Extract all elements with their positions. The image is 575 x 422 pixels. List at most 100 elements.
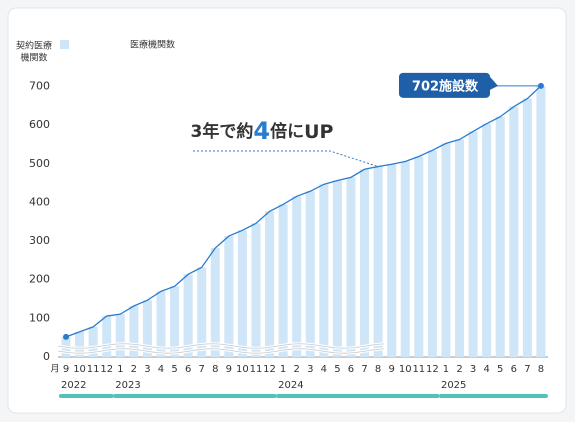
legend-label: 医療機関数 (130, 39, 175, 51)
x-tick-label: 10 (73, 364, 86, 375)
x-tick-label: 11 (250, 364, 263, 375)
bar (224, 236, 234, 357)
axis-break (57, 348, 385, 354)
x-tick-label: 4 (483, 364, 489, 375)
x-tick-label: 2 (294, 364, 300, 375)
x-tick-label: 3 (307, 364, 313, 375)
x-tick-label: 7 (361, 364, 367, 375)
x-tick-label: 6 (348, 364, 354, 375)
x-tick-label: 11 (87, 364, 100, 375)
bar (305, 191, 315, 357)
bar (400, 161, 410, 357)
bar (455, 139, 465, 357)
y-tick-label: 300 (29, 234, 50, 247)
x-tick-label: 1 (443, 364, 449, 375)
year-label: 2022 (61, 380, 86, 391)
bar (183, 274, 193, 357)
x-tick-label: 7 (524, 364, 530, 375)
bar (495, 116, 505, 357)
y-tick-label: 600 (29, 118, 50, 131)
year-bar (113, 394, 277, 398)
y-axis-label: 契約医療 (16, 40, 52, 52)
bar (265, 211, 275, 357)
x-tick-label: 8 (212, 364, 218, 375)
callout-part: UP (304, 121, 333, 143)
axis-break (57, 343, 385, 349)
x-tick-label: 5 (171, 364, 177, 375)
bar (237, 230, 247, 357)
y-tick-label: 400 (29, 195, 50, 208)
bar (346, 177, 356, 357)
bar (129, 306, 139, 357)
x-tick-label: 9 (226, 364, 232, 375)
x-tick-label: 12 (426, 364, 439, 375)
bar (210, 248, 220, 357)
y-tick-label: 500 (29, 157, 50, 170)
bar (278, 204, 288, 357)
bar (332, 180, 342, 357)
bar (441, 143, 451, 357)
x-tick-label: 2 (456, 364, 462, 375)
y-tick-label: 100 (29, 311, 50, 324)
bar (536, 85, 546, 357)
callout: 3年で約4倍にUP (191, 117, 334, 145)
bar (319, 184, 329, 357)
end-label-box (399, 72, 498, 98)
bar (522, 98, 532, 357)
bar (387, 164, 397, 357)
bar (360, 169, 370, 357)
y-tick-label: 200 (29, 273, 50, 286)
bar (292, 196, 302, 357)
x-tick-label: 2 (131, 364, 137, 375)
year-label: 2023 (115, 380, 140, 391)
bar (156, 291, 166, 357)
year-label: 2024 (278, 380, 303, 391)
bar (251, 223, 261, 357)
y-tick-label: 700 (29, 80, 50, 93)
x-tick-label: 10 (236, 364, 249, 375)
x-tick-label: 3 (470, 364, 476, 375)
x-tick-label: 3 (144, 364, 150, 375)
x-tick-label: 9 (63, 364, 69, 375)
bar (468, 131, 478, 357)
bar (414, 156, 424, 357)
year-bar (438, 394, 548, 398)
bar (509, 106, 519, 357)
point (63, 333, 69, 340)
x-tick-label: 4 (158, 364, 164, 375)
month-label: 月 (50, 364, 59, 375)
year-bar (59, 394, 114, 398)
bar (170, 286, 180, 357)
end-label: 702施設数 (412, 78, 479, 94)
legend-swatch (60, 40, 69, 49)
x-tick-label: 7 (199, 364, 205, 375)
x-tick-label: 5 (497, 364, 503, 375)
bar (427, 150, 437, 357)
bar (88, 326, 98, 357)
callout-part: 4 (253, 117, 270, 145)
bar (142, 300, 152, 357)
bar (75, 331, 85, 357)
callout-line (193, 150, 379, 168)
bar (102, 316, 112, 357)
bar (197, 267, 207, 357)
x-tick-label: 1 (117, 364, 123, 375)
y-axis-label: 機関数 (20, 52, 47, 64)
x-tick-label: 11 (412, 364, 425, 375)
x-tick-label: 6 (511, 364, 517, 375)
x-tick-label: 8 (375, 364, 381, 375)
x-tick-label: 12 (263, 364, 276, 375)
line (65, 85, 542, 338)
y-tick-label: 0 (43, 350, 50, 363)
year-bar (276, 394, 440, 398)
x-tick-label: 4 (321, 364, 327, 375)
x-tick-label: 9 (388, 364, 394, 375)
x-tick-label: 8 (538, 364, 544, 375)
bar (115, 314, 125, 357)
x-tick-label: 6 (185, 364, 191, 375)
x-tick-label: 5 (334, 364, 340, 375)
callout-part: 3年で約 (191, 121, 254, 142)
year-label: 2025 (441, 380, 466, 391)
callout-part: 倍に (270, 121, 304, 142)
